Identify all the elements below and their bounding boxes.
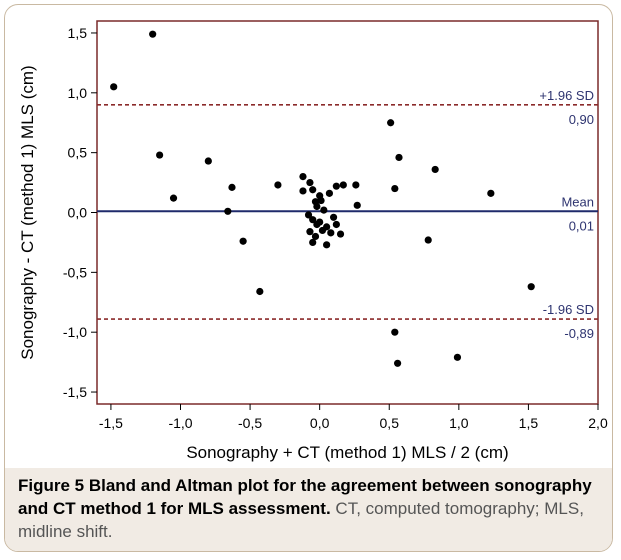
- data-point: [110, 83, 118, 91]
- data-point: [299, 187, 307, 195]
- upper-line-value: 0,90: [569, 112, 594, 127]
- y-tick-label: 0,0: [68, 205, 88, 221]
- data-point: [325, 189, 334, 197]
- data-point: [327, 229, 335, 237]
- data-point: [353, 201, 361, 209]
- data-point: [453, 353, 462, 361]
- x-tick-label: -0,5: [238, 415, 262, 431]
- data-point: [487, 189, 495, 197]
- data-point: [156, 151, 164, 159]
- data-point: [323, 223, 331, 231]
- y-tick-label: -0,5: [63, 264, 87, 280]
- data-point: [395, 153, 403, 162]
- data-point: [313, 202, 321, 211]
- data-point: [323, 241, 331, 249]
- data-point: [224, 207, 232, 215]
- data-point: [309, 216, 317, 224]
- data-point: [332, 182, 340, 190]
- data-point: [228, 183, 236, 191]
- data-point: [391, 328, 399, 336]
- x-tick-label: 0,0: [310, 415, 330, 431]
- y-axis-label: Sonography - CT (method 1) MLS (cm): [18, 65, 37, 359]
- lower-line-name: -1.96 SD: [543, 302, 594, 317]
- data-point: [527, 283, 535, 291]
- data-point: [306, 228, 314, 236]
- data-point: [394, 359, 402, 367]
- caption-text: CT, computed tomography; MLS, midline sh…: [18, 499, 584, 541]
- x-tick-label: 2,0: [588, 415, 608, 431]
- y-tick-label: -1,0: [63, 324, 87, 340]
- caption-background: [5, 468, 612, 551]
- x-tick-label: 1,0: [449, 415, 469, 431]
- data-point: [306, 178, 314, 187]
- data-point: [311, 232, 320, 241]
- data-point: [336, 230, 345, 238]
- data-point: [169, 194, 178, 202]
- data-point: [304, 211, 313, 219]
- data-point: [332, 220, 340, 229]
- data-point: [387, 119, 395, 127]
- mean-line-value: 0,01: [569, 218, 594, 233]
- data-point: [204, 157, 212, 165]
- data-point: [391, 184, 399, 193]
- mean-line-name: Mean: [561, 194, 594, 209]
- data-point: [320, 206, 328, 214]
- data-point: [352, 181, 360, 189]
- x-tick-label: -1,0: [168, 415, 192, 431]
- figure-caption: Figure 5 Bland and Altman plot for the a…: [18, 474, 608, 543]
- data-point: [256, 287, 264, 296]
- caption-title: Figure 5 Bland and Altman plot for the a…: [18, 476, 592, 518]
- data-point: [309, 186, 317, 194]
- plot-area: [96, 20, 599, 405]
- reference-lines: +1.96 SD 0,90 Mean 0,01 -1.96 SD -0,89: [97, 88, 598, 341]
- y-tick-label: 1,5: [68, 25, 88, 41]
- data-point: [239, 237, 247, 245]
- y-tick-label: -1,5: [63, 384, 87, 400]
- data-point: [149, 30, 157, 38]
- data-point: [317, 196, 325, 205]
- lower-line-value: -0,89: [564, 326, 594, 341]
- upper-line-name: +1.96 SD: [539, 88, 594, 103]
- y-tick-label: 0,5: [68, 145, 88, 161]
- data-point: [316, 218, 324, 226]
- data-point: [329, 213, 338, 221]
- data-point: [339, 181, 347, 189]
- data-point: [431, 165, 439, 174]
- x-axis-ticks: -1,5 -1,0 -0,5 0,0 0,5 1,0 1,5 2,0: [99, 404, 608, 431]
- data-point: [309, 238, 317, 247]
- x-tick-label: 1,5: [519, 415, 539, 431]
- y-axis-ticks: -1,5 -1,0 -0,5 0,0 0,5 1,0 1,5: [63, 25, 97, 400]
- y-tick-label: 1,0: [68, 85, 88, 101]
- x-tick-label: 0,5: [380, 415, 400, 431]
- data-points: [110, 30, 535, 367]
- figure-frame: [4, 4, 613, 552]
- data-point: [274, 181, 282, 189]
- x-tick-label: -1,5: [99, 415, 123, 431]
- data-point: [424, 236, 432, 244]
- x-axis-label: Sonography + CT (method 1) MLS / 2 (cm): [186, 443, 508, 462]
- data-point: [299, 172, 307, 181]
